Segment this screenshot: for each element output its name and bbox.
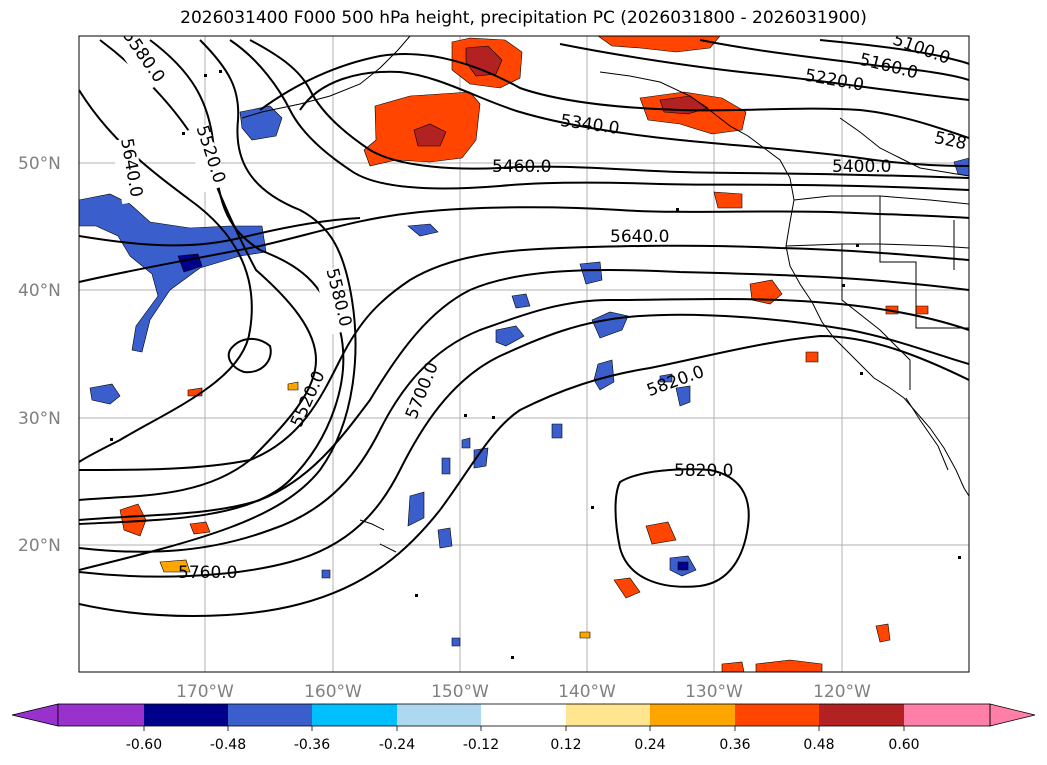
colorbar-extend-high	[989, 703, 1036, 727]
island-marks	[110, 70, 961, 659]
colorbar-segment	[144, 704, 228, 726]
gridlines	[79, 36, 969, 672]
colorbar-segment	[735, 704, 819, 726]
colorbar-tick-label: 0.12	[550, 737, 581, 753]
coastlines	[241, 36, 969, 553]
colorbar-tick-label: -0.36	[294, 737, 330, 753]
colorbar-tick-label: 0.48	[803, 737, 834, 753]
colorbar-segment	[650, 704, 735, 726]
contour-label: 5400.0	[832, 157, 891, 177]
contour-label: 5820.0	[674, 461, 733, 481]
colorbar-tick-label: -0.24	[379, 737, 415, 753]
lat-label: 50°N	[18, 154, 61, 174]
lat-label: 30°N	[18, 409, 61, 429]
lat-label: 20°N	[18, 536, 61, 556]
lon-label: 130°W	[685, 682, 743, 702]
lon-label: 140°W	[558, 682, 616, 702]
colorbar-segment	[481, 704, 566, 726]
colorbar: -0.60 -0.48 -0.36 -0.24 -0.12 0.12 0.24 …	[11, 703, 1036, 753]
colorbar-tick-label: 0.36	[719, 737, 750, 753]
map-title: 2026031400 F000 500 hPa height, precipit…	[180, 8, 867, 28]
colorbar-tick-label: 0.24	[634, 737, 665, 753]
colorbar-segment	[819, 704, 904, 726]
colorbar-border	[57, 703, 991, 727]
contour-label: 5640.0	[610, 227, 669, 247]
colorbar-segment	[397, 704, 481, 726]
contour-label: 5460.0	[492, 157, 551, 177]
map-area	[79, 36, 969, 672]
contour-label: 5760.0	[178, 563, 237, 583]
colorbar-segment	[904, 704, 990, 726]
lon-label: 160°W	[304, 682, 362, 702]
map-border	[78, 35, 970, 673]
lat-label: 40°N	[18, 281, 61, 301]
colorbar-extend-low	[11, 703, 59, 727]
lon-label: 120°W	[813, 682, 871, 702]
colorbar-tick-label: -0.12	[463, 737, 499, 753]
colorbar-segment	[312, 704, 397, 726]
precip-negative-areas	[79, 105, 969, 647]
lon-label: 150°W	[431, 682, 489, 702]
colorbar-segment	[566, 704, 650, 726]
colorbar-segment	[228, 704, 312, 726]
longitude-labels: 170°W 160°W 150°W 140°W 130°W 120°W	[176, 682, 871, 702]
colorbar-tick-label: 0.60	[888, 737, 919, 753]
colorbar-segment	[58, 704, 144, 726]
latitude-labels: 50°N 40°N 30°N 20°N	[18, 154, 61, 556]
colorbar-tick-label: -0.48	[210, 737, 246, 753]
lon-label: 170°W	[176, 682, 234, 702]
colorbar-tick-label: -0.60	[126, 737, 162, 753]
